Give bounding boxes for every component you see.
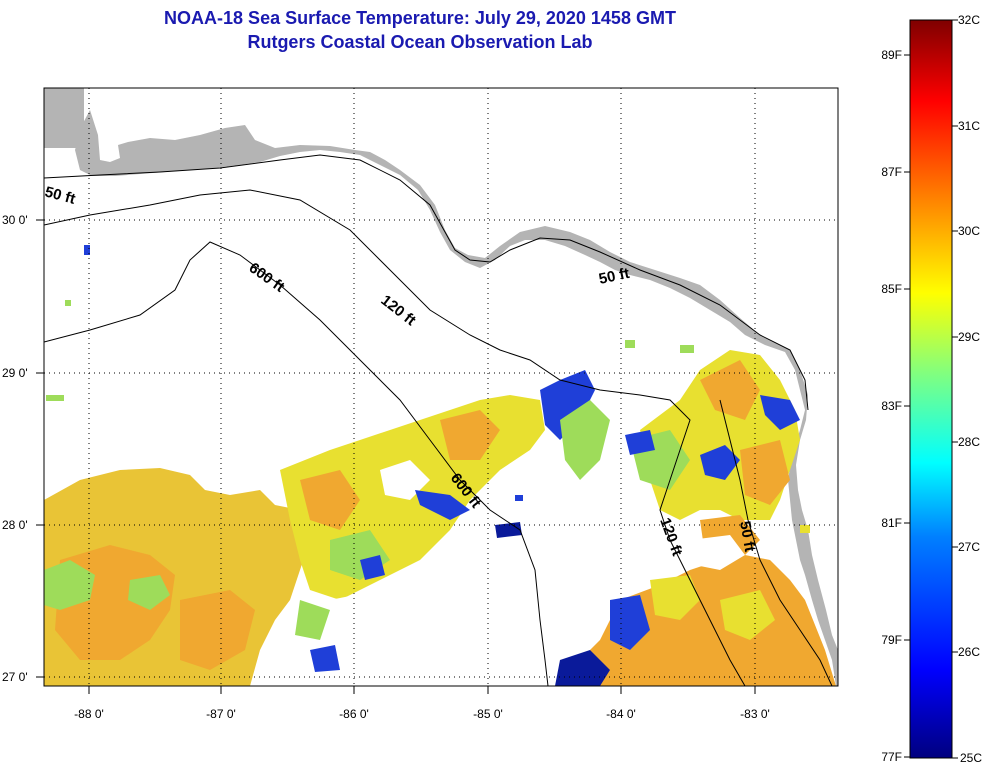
land-nw xyxy=(44,88,84,148)
cbar-f-77: 77F xyxy=(881,750,902,764)
contour-120ft xyxy=(44,189,746,686)
lon-label-83: -83 0' xyxy=(740,707,770,721)
axis-ticks xyxy=(36,219,756,694)
cbar-c-30: 30C xyxy=(958,224,980,238)
contour-600ft xyxy=(44,241,549,686)
cbar-f-85: 85F xyxy=(881,282,902,296)
lat-label-28: 28 0' xyxy=(2,518,28,532)
map-border xyxy=(43,87,839,687)
cbar-c-26: 26C xyxy=(958,645,980,659)
island xyxy=(498,94,528,102)
contour-label-50ft-east: 50 ft xyxy=(597,265,631,288)
contour-50ft-north xyxy=(44,154,809,411)
cbar-c-31: 31C xyxy=(958,119,980,133)
cbar-c-28: 28C xyxy=(958,435,980,449)
cbar-c-32: 32C xyxy=(958,13,980,27)
cbar-f-89: 89F xyxy=(881,48,902,62)
lat-label-29: 29 0' xyxy=(2,366,28,380)
cbar-c-27: 27C xyxy=(958,540,980,554)
map-title: NOAA-18 Sea Surface Temperature: July 29… xyxy=(164,8,676,28)
colorbar-ticks xyxy=(904,19,958,759)
lon-label-84: -84 0' xyxy=(606,707,636,721)
lat-label-30: 30 0' xyxy=(2,213,28,227)
map-subtitle: Rutgers Coastal Ocean Observation Lab xyxy=(247,32,593,52)
cbar-c-29: 29C xyxy=(958,330,980,344)
lon-label-87: -87 0' xyxy=(206,707,236,721)
lon-label-85: -85 0' xyxy=(473,707,503,721)
contour-label-50ft-south: 50 ft xyxy=(736,520,758,553)
cbar-f-81: 81F xyxy=(881,516,902,530)
lon-label-86: -86 0' xyxy=(339,707,369,721)
colorbar xyxy=(909,19,953,759)
cbar-f-83: 83F xyxy=(881,399,902,413)
lat-label-27: 27 0' xyxy=(2,670,28,684)
contour-50ft-east xyxy=(719,399,833,686)
land-mass xyxy=(44,88,838,686)
lon-label-88: -88 0' xyxy=(74,707,104,721)
depth-contours xyxy=(44,154,833,686)
sst-data xyxy=(44,245,836,686)
cbar-f-79: 79F xyxy=(881,633,902,647)
cbar-f-87: 87F xyxy=(881,165,902,179)
cbar-c-25: 25C xyxy=(960,751,982,765)
